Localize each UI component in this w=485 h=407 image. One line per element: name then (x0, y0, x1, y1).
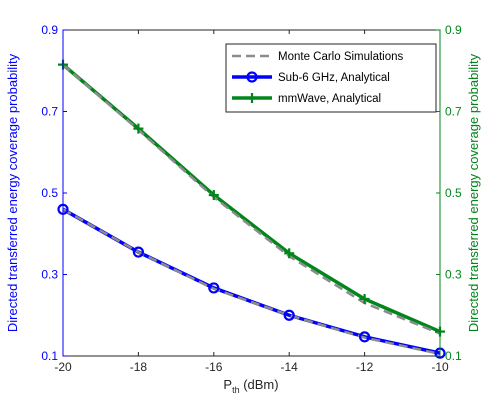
mmwave-data-point (208, 190, 219, 201)
sub6-data-point (208, 282, 220, 294)
series-monte-carlo-mmwave-line (62, 63, 441, 335)
series-monte-carlo-sub6-line (62, 208, 441, 356)
y-tick-label-right: 0.9 (445, 23, 462, 37)
mmwave-data-point (284, 248, 295, 259)
y-tick-label-right: 0.1 (445, 349, 462, 363)
x-tick-label: -12 (356, 360, 374, 374)
y-axis-label-left: Directed transferred energy coverage pro… (5, 53, 20, 332)
x-tick-label: -10 (431, 360, 449, 374)
mmwave-data-point (359, 293, 370, 304)
sub6-data-point (359, 331, 371, 343)
y-tick-label-right: 0.3 (445, 268, 462, 282)
sub6-data-point (283, 309, 295, 321)
x-axis-label-unit: (dBm) (240, 377, 279, 392)
y-tick-label-left: 0.3 (41, 268, 58, 282)
series-mmwave-line (61, 63, 441, 334)
legend-marker-circle (246, 71, 258, 83)
legend-label: Sub-6 GHz, Analytical (278, 72, 390, 84)
x-axis-label-subscript: th (232, 385, 240, 395)
y-tick-label-left: 0.1 (41, 349, 58, 363)
x-tick-label: -20 (54, 360, 72, 374)
y-tick-label-right: 0.7 (445, 105, 462, 119)
x-tick-label: -16 (205, 360, 223, 374)
y-axis-label-right: Directed transferred energy coverage pro… (466, 53, 481, 332)
sub6-data-point (132, 246, 144, 258)
y-tick-label-left: 0.9 (41, 23, 58, 37)
y-tick-label-right: 0.5 (445, 186, 462, 200)
legend-label: Monte Carlo Simulations (278, 51, 404, 63)
y-tick-label-left: 0.5 (41, 186, 58, 200)
mmwave-data-point (133, 123, 144, 134)
x-tick-label: -18 (130, 360, 148, 374)
x-axis-label: Pth (dBm) (223, 377, 278, 395)
legend-label: mmWave, Analytical (278, 93, 381, 105)
y-tick-label-left: 0.7 (41, 105, 58, 119)
x-axis-label-main: P (223, 377, 232, 392)
x-tick-label: -14 (281, 360, 299, 374)
